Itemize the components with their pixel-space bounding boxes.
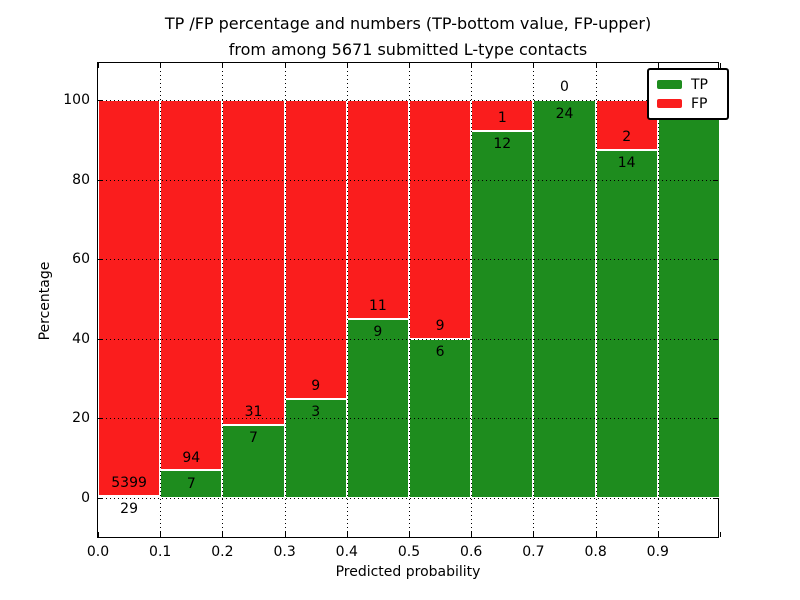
legend: TP FP <box>647 68 729 120</box>
x-tick-mark <box>98 532 99 537</box>
horizontal-gridline <box>98 498 718 499</box>
legend-item-tp: TP <box>657 75 721 94</box>
fp-count-label: 2 <box>622 129 632 145</box>
fp-count-label: 5399 <box>111 475 147 492</box>
x-tick-label: 0.2 <box>211 544 234 560</box>
y-tick-label: 40 <box>72 330 90 347</box>
tp-color-swatch <box>657 80 682 89</box>
horizontal-gridline <box>98 179 718 181</box>
bar-segment-tp <box>346 318 409 498</box>
fp-count-label: 9 <box>435 318 445 335</box>
vertical-gridline <box>409 63 410 537</box>
x-tick-label: 0.6 <box>460 544 483 560</box>
y-tick-label: 20 <box>72 410 90 427</box>
y-tick-label: 0 <box>81 490 90 506</box>
chart-title-line1: TP /FP percentage and numbers (TP-bottom… <box>164 14 652 33</box>
horizontal-gridline <box>98 338 718 340</box>
x-tick-mark <box>98 63 99 68</box>
bar-segment-tp <box>533 100 596 498</box>
fp-count-label: 9 <box>311 377 321 394</box>
tp-count-label: 7 <box>249 430 258 447</box>
tp-count-label: 7 <box>186 475 196 492</box>
x-axis-label: Predicted probability <box>335 564 481 580</box>
vertical-gridline <box>533 63 535 537</box>
legend-label-fp: FP <box>691 95 708 112</box>
x-tick-mark <box>720 63 721 68</box>
vertical-gridline <box>284 63 286 537</box>
x-tick-label: 0.4 <box>335 544 358 560</box>
bar-segment-tp <box>657 100 720 498</box>
fp-count-label: 94 <box>182 449 201 466</box>
horizontal-gridline <box>98 100 718 101</box>
fp-count-label: 11 <box>368 298 387 315</box>
fp-count-label: 31 <box>244 403 263 420</box>
bar-segment-fp <box>409 100 472 339</box>
fp-count-label: 1 <box>497 109 507 126</box>
bar-segment-tp <box>284 398 347 498</box>
y-tick-label: 80 <box>72 171 90 188</box>
tp-count-label: 14 <box>617 155 636 172</box>
vertical-gridline <box>657 63 659 537</box>
x-tick-label: 0.8 <box>584 544 607 560</box>
bar-segment-tp <box>595 149 658 498</box>
x-tick-label: 0.7 <box>522 544 545 560</box>
chart-title: TP /FP percentage and numbers (TP-bottom… <box>97 11 719 63</box>
bar-segment-tp <box>471 130 534 498</box>
vertical-gridline <box>595 63 597 537</box>
vertical-gridline <box>346 63 348 537</box>
horizontal-gridline <box>98 259 718 261</box>
vertical-gridline <box>471 63 473 537</box>
legend-item-fp: FP <box>657 94 721 113</box>
bar-segment-tp <box>160 470 223 498</box>
x-tick-mark <box>720 532 721 537</box>
vertical-gridline <box>222 63 224 537</box>
vertical-gridline <box>160 63 162 537</box>
bar-segment-fp <box>160 100 223 471</box>
legend-label-tp: TP <box>691 76 708 93</box>
tp-count-label: 9 <box>373 324 383 341</box>
plot-area: TP FP 0.0 0.1 0.2 0.3 0.4 0.5 0.6 0.7 0.8 0.9 0 20 4… <box>63 62 729 560</box>
x-tick-label: 0.3 <box>273 544 296 560</box>
bar-segment-fp <box>346 100 409 319</box>
bar-segment-fp <box>222 100 285 425</box>
fp-color-swatch <box>657 99 682 108</box>
tp-count-label: 12 <box>493 136 512 153</box>
bar-segment-fp <box>284 100 347 399</box>
bar-segment-fp <box>98 100 161 496</box>
x-tick-label: 0.9 <box>646 544 669 560</box>
horizontal-gridline <box>98 418 718 420</box>
bar-segment-tp <box>98 495 161 498</box>
y-tick-label: 100 <box>63 92 90 108</box>
tp-count-label: 6 <box>435 344 445 361</box>
y-axis-label: Percentage <box>37 261 53 341</box>
x-tick-label: 0.5 <box>397 544 421 560</box>
chart-title-line2: from among 5671 submitted L-type contact… <box>228 40 588 59</box>
y-tick-label: 60 <box>72 251 90 268</box>
fp-count-label: 0 <box>560 79 569 96</box>
x-tick-label: 0.1 <box>149 544 172 560</box>
tp-count-label: 29 <box>120 501 139 518</box>
x-tick-label: 0.0 <box>86 544 110 560</box>
tp-count-label: 3 <box>311 404 321 421</box>
tp-count-label: 24 <box>555 105 574 122</box>
